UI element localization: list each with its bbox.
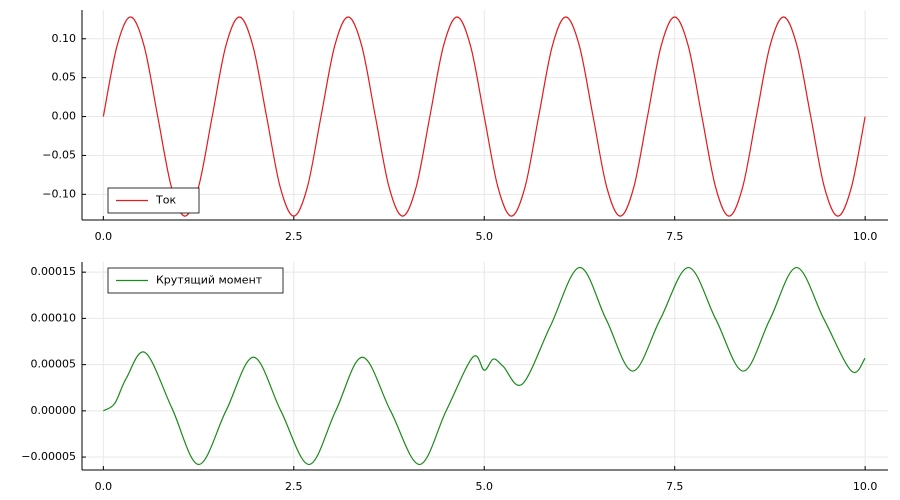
y-tick-label: 0.05 xyxy=(52,71,77,84)
y-tick-label: 0.00000 xyxy=(31,404,77,417)
series-line xyxy=(102,16,866,217)
x-tick-label: 10.0 xyxy=(853,480,878,493)
x-tick-label: 7.5 xyxy=(666,230,684,243)
legend: Ток xyxy=(107,187,200,214)
x-tick-label: 5.0 xyxy=(475,230,493,243)
legend: Крутящий момент xyxy=(107,267,284,294)
x-tick-label: 10.0 xyxy=(853,230,878,243)
x-tick-label: 7.5 xyxy=(666,480,684,493)
y-tick-label: −0.00005 xyxy=(21,450,76,463)
y-tick-label: −0.10 xyxy=(42,187,76,200)
legend-label: Крутящий момент xyxy=(156,274,263,287)
y-tick-label: 0.00005 xyxy=(31,358,77,371)
y-tick-label: 0.10 xyxy=(52,32,77,45)
x-tick-label: 2.5 xyxy=(285,480,303,493)
series-line xyxy=(103,266,866,466)
legend-label: Ток xyxy=(155,194,176,207)
y-tick-label: −0.05 xyxy=(42,148,76,161)
x-tick-label: 5.0 xyxy=(475,480,493,493)
y-tick-label: 0.00 xyxy=(52,110,77,123)
x-tick-label: 2.5 xyxy=(285,230,303,243)
y-tick-label: 0.00010 xyxy=(31,311,77,324)
x-tick-label: 0.0 xyxy=(95,480,113,493)
y-tick-label: 0.00015 xyxy=(31,265,77,278)
x-tick-label: 0.0 xyxy=(95,230,113,243)
